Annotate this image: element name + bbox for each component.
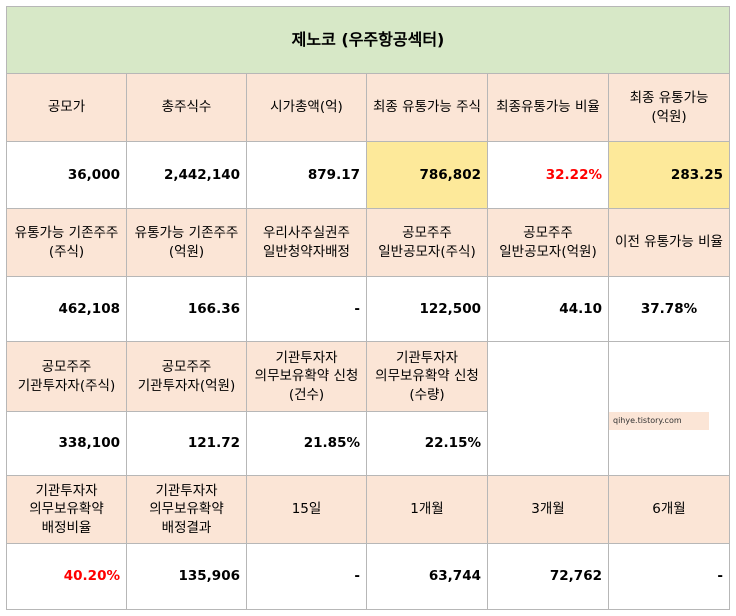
- header-cell: 총주식수: [126, 73, 247, 142]
- header-cell: 공모주주 일반공모자(주식): [366, 208, 488, 277]
- header-cell: 우리사주실권주 일반청약자배정: [246, 208, 367, 277]
- value-cell: 21.85%: [246, 411, 367, 476]
- header-cell: 공모주주 기관투자자(억원): [126, 341, 247, 412]
- value-cell: 36,000: [6, 141, 127, 209]
- header-cell: 최종 유통가능(억원): [607, 73, 731, 142]
- header-cell: 공모가: [6, 73, 127, 142]
- header-cell: 기관투자자 의무보유확약 신청(건수): [246, 341, 367, 412]
- value-cell: -: [607, 543, 731, 610]
- header-cell: 공모주주 기관투자자(주식): [6, 341, 127, 412]
- value-cell: 166.36: [126, 276, 247, 342]
- value-cell: 37.78%: [607, 276, 731, 342]
- empty-cell: [487, 341, 609, 476]
- value-cell: 121.72: [126, 411, 247, 476]
- value-cell: 44.10: [487, 276, 609, 342]
- spreadsheet: 제노코 (우주항공섹터) 공모가 총주식수 시가총액(억) 최종 유통가능 주식…: [5, 6, 731, 612]
- header-cell: 6개월: [607, 475, 731, 544]
- value-cell: 122,500: [366, 276, 488, 342]
- value-cell: 2,442,140: [126, 141, 247, 209]
- header-cell: 공모주주 일반공모자(억원): [487, 208, 609, 277]
- header-cell: 기관투자자 의무보유확약 신청(수량): [366, 341, 488, 412]
- header-cell: 최종 유통가능 주식: [366, 73, 488, 142]
- header-cell: 이전 유통가능 비율: [607, 208, 731, 277]
- table-title: 제노코 (우주항공섹터): [5, 6, 731, 74]
- value-cell: 786,802: [366, 141, 488, 209]
- value-cell: -: [246, 276, 367, 342]
- header-cell: 기관투자자 의무보유확약 배정비율: [6, 475, 127, 544]
- value-cell: 72,762: [487, 543, 609, 610]
- header-cell: 기관투자자 의무보유확약 배정결과: [126, 475, 247, 544]
- watermark: qihye.tistory.com: [609, 412, 709, 430]
- value-cell: 40.20%: [6, 543, 127, 610]
- empty-cell: [607, 341, 731, 476]
- value-cell: 283.25: [607, 141, 731, 209]
- value-cell: 338,100: [6, 411, 127, 476]
- value-cell: 32.22%: [487, 141, 609, 209]
- header-cell: 시가총액(억): [246, 73, 367, 142]
- value-cell: 462,108: [6, 276, 127, 342]
- header-cell: 3개월: [487, 475, 609, 544]
- header-cell: 최종유통가능 비율: [487, 73, 609, 142]
- ipo-table: 제노코 (우주항공섹터) 공모가 총주식수 시가총액(억) 최종 유통가능 주식…: [5, 6, 731, 610]
- value-cell: 879.17: [246, 141, 367, 209]
- value-cell: 135,906: [126, 543, 247, 610]
- header-cell: 유통가능 기존주주(억원): [126, 208, 247, 277]
- header-cell: 1개월: [366, 475, 488, 544]
- value-cell: 63,744: [366, 543, 488, 610]
- value-cell: -: [246, 543, 367, 610]
- header-cell: 유통가능 기존주주(주식): [6, 208, 127, 277]
- header-cell: 15일: [246, 475, 367, 544]
- value-cell: 22.15%: [366, 411, 488, 476]
